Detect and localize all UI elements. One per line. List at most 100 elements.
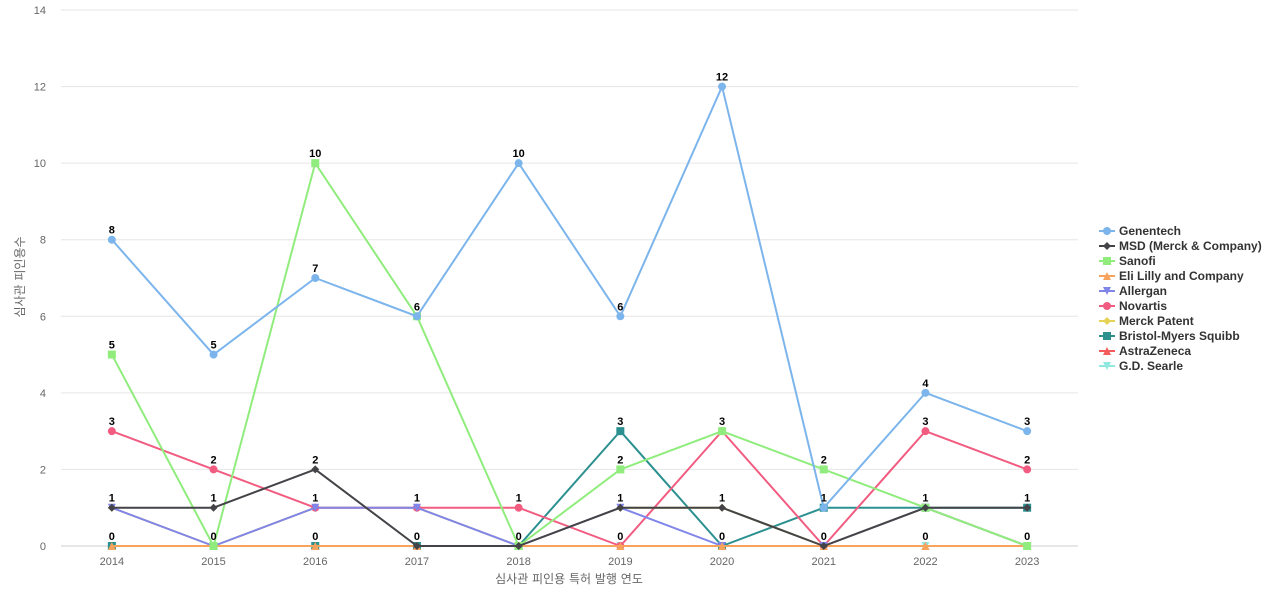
data-point[interactable]: [616, 312, 625, 321]
data-point[interactable]: [107, 503, 116, 512]
series-genentech[interactable]: [107, 82, 1032, 512]
data-point[interactable]: [311, 274, 320, 282]
y-tick-label: 4: [40, 388, 46, 400]
y-tick-label: 8: [40, 235, 46, 247]
data-point[interactable]: [616, 465, 625, 474]
data-point[interactable]: [107, 235, 116, 244]
legend-item[interactable]: Sanofi: [1099, 254, 1156, 268]
data-label: 4: [922, 378, 929, 390]
data-label: 0: [109, 531, 115, 543]
data-label: 6: [617, 301, 623, 313]
legend-item[interactable]: Merck Patent: [1099, 314, 1194, 328]
data-point[interactable]: [209, 465, 218, 474]
data-label: 0: [617, 531, 623, 543]
series-line: [111, 85, 1028, 509]
data-point[interactable]: [514, 542, 523, 550]
data-point[interactable]: [209, 350, 218, 359]
y-tick-label: 14: [34, 5, 46, 17]
data-point[interactable]: [209, 542, 218, 550]
data-label: 0: [516, 531, 522, 543]
data-point[interactable]: [921, 503, 930, 512]
legend-item[interactable]: Allergan: [1099, 284, 1167, 298]
data-point[interactable]: [616, 427, 625, 436]
data-point[interactable]: [921, 388, 930, 397]
legend-item[interactable]: AstraZeneca: [1099, 344, 1191, 358]
series-sanofi[interactable]: [107, 159, 1032, 550]
legend-item[interactable]: G.D. Searle: [1099, 359, 1183, 373]
data-point[interactable]: [412, 542, 421, 550]
data-point[interactable]: [311, 159, 320, 168]
data-label: 1: [109, 493, 115, 505]
legend-item[interactable]: Bristol-Myers Squibb: [1099, 329, 1240, 343]
data-point[interactable]: [514, 503, 523, 512]
data-label: 1: [719, 493, 725, 505]
x-tick-label: 2018: [506, 556, 530, 568]
data-point[interactable]: [1023, 465, 1032, 474]
data-point[interactable]: [921, 542, 930, 550]
data-label: 0: [922, 531, 928, 543]
data-point[interactable]: [616, 503, 625, 512]
legend-label: Sanofi: [1119, 254, 1156, 268]
data-point[interactable]: [819, 542, 828, 550]
data-label: 5: [109, 340, 115, 352]
legend-item[interactable]: Genentech: [1099, 224, 1181, 238]
data-label: 0: [312, 531, 318, 543]
data-label: 10: [513, 148, 525, 160]
x-tick-label: 2023: [1015, 556, 1039, 568]
data-point[interactable]: [819, 465, 828, 474]
legend-label: Merck Patent: [1119, 314, 1194, 328]
series-msd-merck-company[interactable]: [107, 465, 1032, 550]
data-label: 0: [821, 531, 827, 543]
y-axis-ticks: 0 2 4 6 8 10 12 14: [34, 5, 46, 553]
data-point[interactable]: [412, 503, 421, 512]
data-label: 0: [1024, 531, 1030, 543]
data-point[interactable]: [107, 350, 116, 359]
data-point[interactable]: [718, 542, 727, 550]
data-label: 12: [716, 72, 728, 84]
data-point[interactable]: [311, 503, 320, 512]
legend-label: Novartis: [1119, 299, 1167, 313]
data-point[interactable]: [311, 465, 320, 474]
data-point[interactable]: [718, 503, 727, 512]
data-point[interactable]: [1023, 427, 1032, 436]
data-label: 3: [109, 416, 115, 428]
legend-item[interactable]: MSD (Merck & Company): [1099, 239, 1262, 253]
data-label: 6: [414, 301, 420, 313]
data-point[interactable]: [718, 427, 727, 436]
legend-marker: [1103, 272, 1111, 280]
x-axis-title: 심사관 피인용 특허 발행 연도: [495, 571, 643, 586]
legend-item[interactable]: Novartis: [1099, 299, 1167, 313]
y-tick-label: 0: [40, 541, 46, 553]
data-label: 7: [312, 263, 318, 275]
data-label: 1: [1024, 493, 1030, 505]
data-point[interactable]: [412, 312, 421, 321]
data-label: 3: [719, 416, 725, 428]
legend-marker: [1103, 302, 1111, 310]
x-tick-label: 2016: [303, 556, 327, 568]
data-label: 0: [210, 531, 216, 543]
data-point[interactable]: [616, 542, 625, 550]
data-point[interactable]: [819, 503, 828, 512]
data-point[interactable]: [1023, 542, 1032, 550]
series-bristol-myers-squibb[interactable]: [107, 427, 1032, 550]
data-label: 0: [719, 531, 725, 543]
data-point[interactable]: [1023, 503, 1032, 512]
data-point[interactable]: [209, 503, 218, 512]
data-point[interactable]: [107, 427, 116, 436]
series-eli-lilly-and-company[interactable]: [107, 542, 1032, 550]
data-label: 1: [312, 493, 318, 505]
legend-marker: [1103, 317, 1111, 325]
data-point[interactable]: [921, 427, 930, 436]
data-point[interactable]: [107, 542, 116, 550]
data-label: 3: [617, 416, 623, 428]
data-point[interactable]: [311, 542, 320, 550]
data-point[interactable]: [514, 159, 523, 168]
data-label: 5: [210, 340, 216, 352]
legend-item[interactable]: Eli Lilly and Company: [1099, 269, 1244, 283]
data-point[interactable]: [718, 82, 727, 91]
x-tick-label: 2019: [608, 556, 632, 568]
data-label: 2: [617, 454, 623, 466]
y-tick-label: 10: [34, 158, 46, 170]
